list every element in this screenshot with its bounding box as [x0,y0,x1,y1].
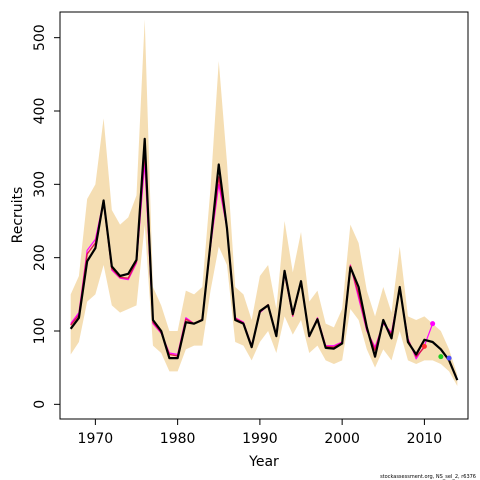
series-layer [69,137,459,381]
x-axis: 1970 1980 1990 2000 2010 [78,419,443,447]
y-tick-label: 400 [32,98,48,125]
credit-text: stockassessment.org, NS_sel_2, r6376 [380,474,476,480]
marker-layer [421,321,452,361]
x-tick-label: 1990 [242,431,278,447]
y-axis: 0 100 200 300 400 500 [32,24,60,409]
retro-endpoint-marker-1 [430,321,436,327]
x-axis-title: Year [248,454,279,470]
retro-endpoint-marker-2 [421,343,427,349]
y-tick-label: 0 [32,400,48,409]
plot-frame [59,11,469,420]
y-tick-label: 200 [32,244,48,271]
y-tick-label: 300 [32,171,48,198]
x-tick-label: 1970 [78,431,114,447]
y-axis-title: Recruits [10,187,26,244]
retro-endpoint-marker-3 [438,354,444,360]
y-tick-label: 100 [32,318,48,345]
confidence-band [70,19,458,387]
x-tick-label: 2000 [324,431,360,447]
estimate-line [69,137,459,381]
retro-endpoint-marker-4 [446,355,452,361]
x-tick-label: 2010 [407,431,443,447]
confidence-band-layer [70,19,458,387]
y-tick-label: 500 [32,24,48,51]
x-tick-label: 1980 [160,431,196,447]
